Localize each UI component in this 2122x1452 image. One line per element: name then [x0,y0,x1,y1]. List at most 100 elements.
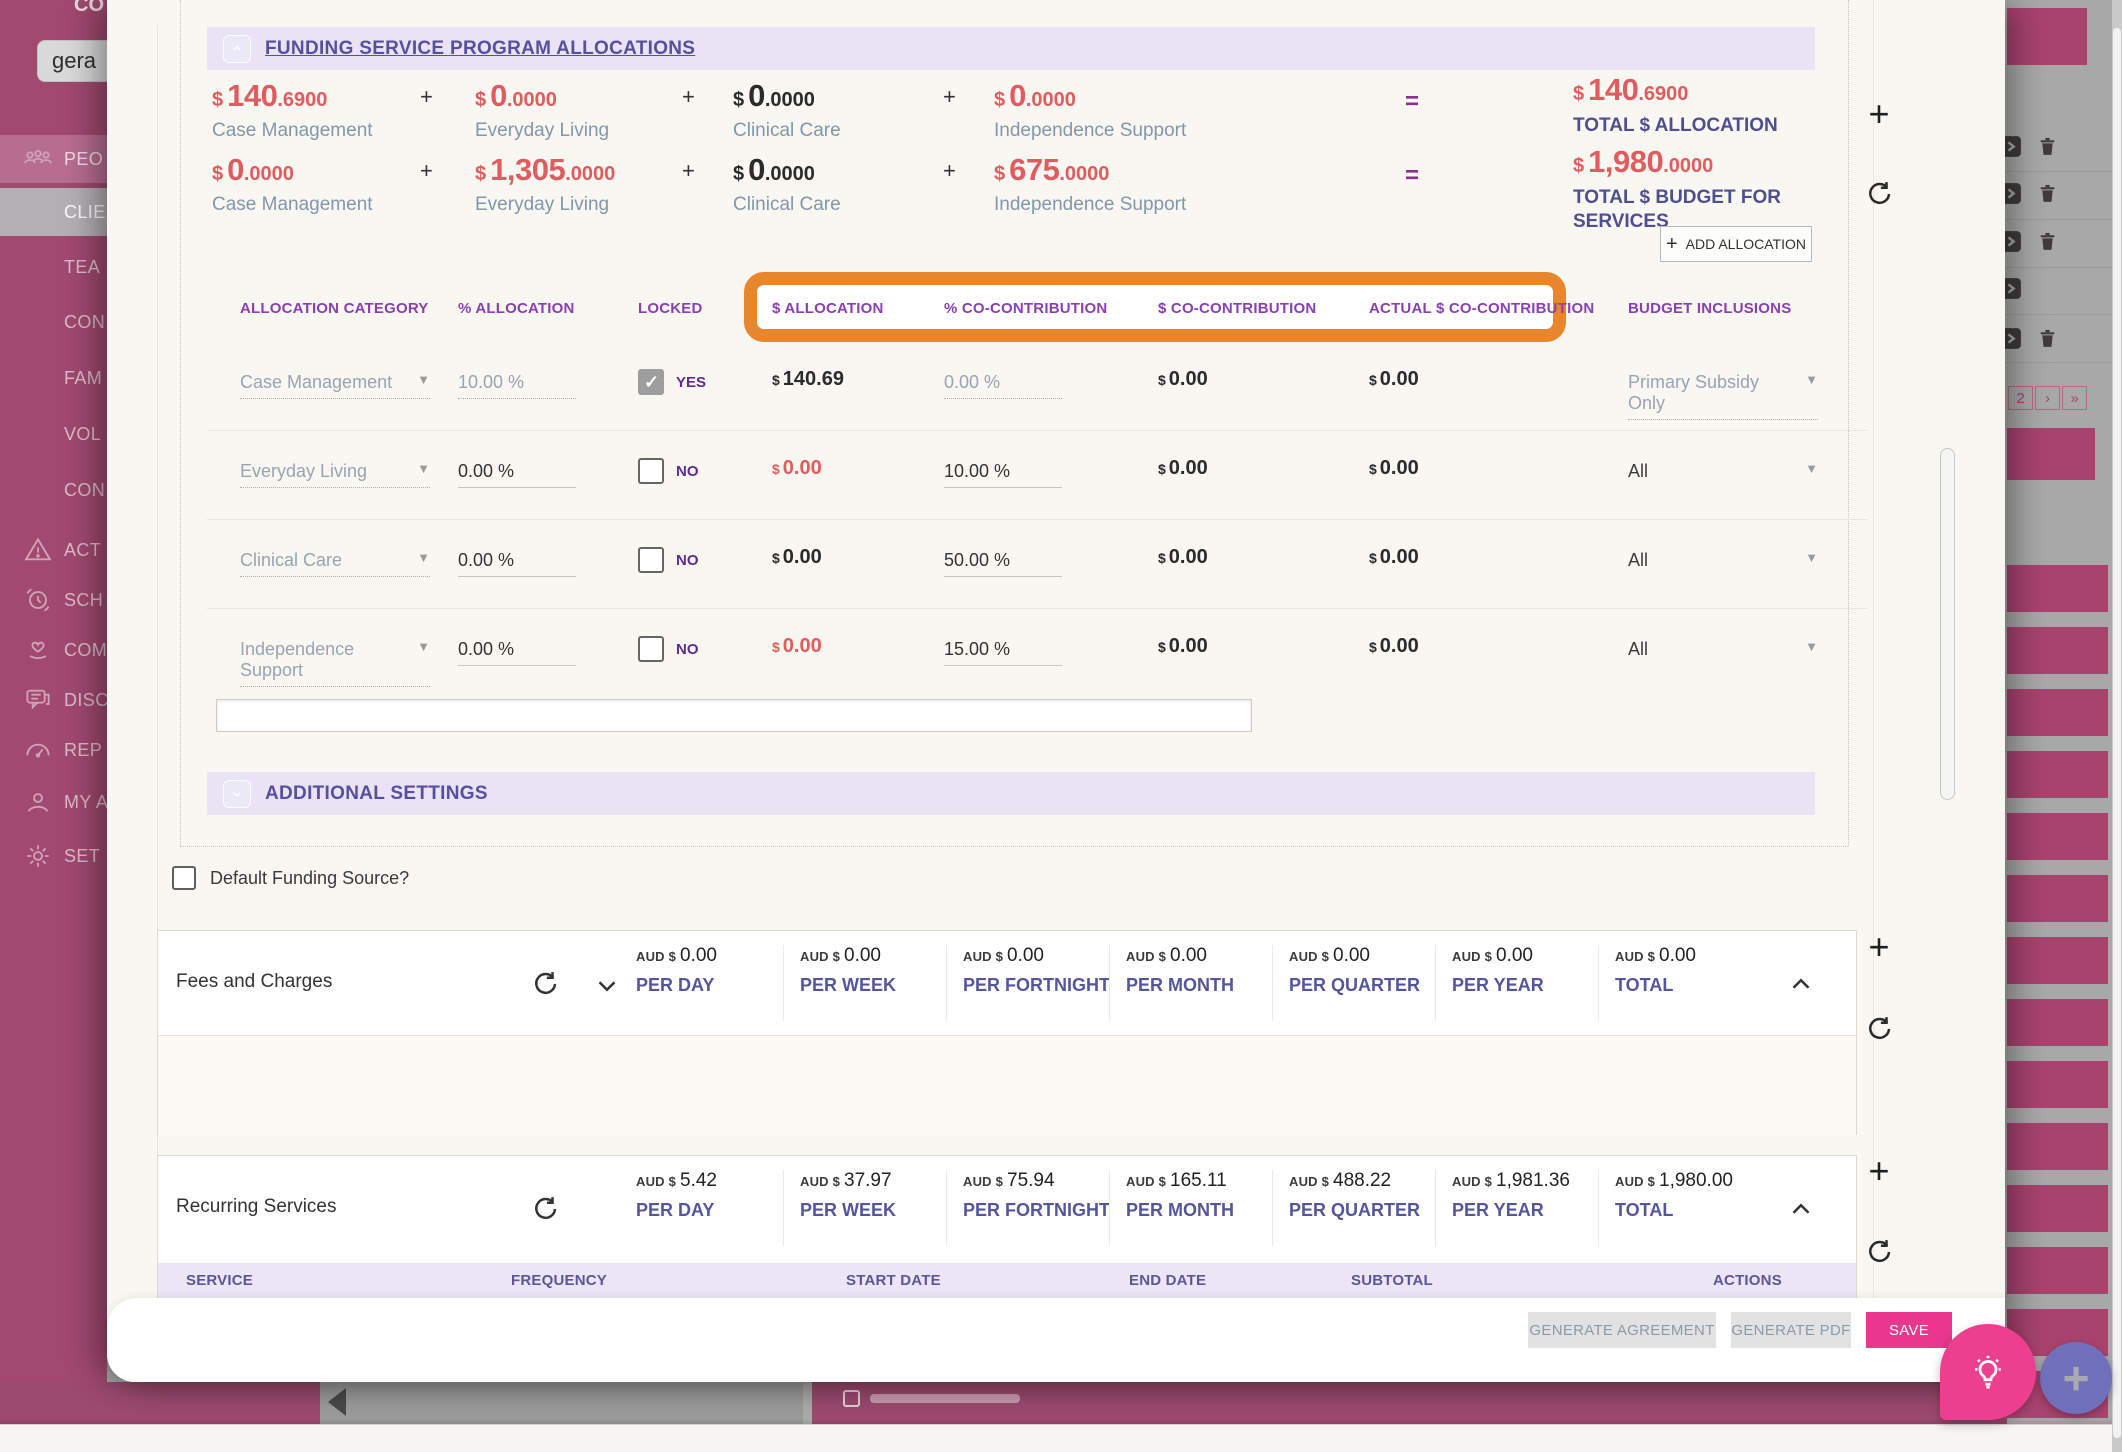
heart-hand-icon [22,634,54,666]
pagination-page-2[interactable]: 2 [2008,386,2033,410]
budget-inclusions-select[interactable]: All▼ [1628,461,1818,487]
sidebar-item-label: VOL [64,424,101,445]
funding-section-header[interactable]: FUNDING SERVICE PROGRAM ALLOCATIONS [207,27,1815,70]
add-funding-source-icon[interactable]: + [1859,94,1899,134]
refresh-icon[interactable] [1859,174,1899,214]
search-input[interactable] [37,40,107,82]
help-lightbulb-button[interactable] [1940,1324,2036,1420]
pct-co-contribution-input[interactable]: 15.00 % [944,639,1062,666]
refresh-icon[interactable] [530,969,560,999]
refresh-icon[interactable] [1859,1009,1899,1049]
default-funding-source-row[interactable]: Default Funding Source? [172,866,409,890]
sidebar-item-settings[interactable]: SET [0,832,107,880]
pagination-next[interactable]: › [2035,386,2060,410]
page-scrollbar-thumb[interactable] [2113,28,2121,1438]
pct-allocation-input[interactable]: 0.00 % [458,461,576,488]
sidebar-item-discussions[interactable]: DISC [0,676,107,724]
sidebar-item-people[interactable]: PEO [0,135,107,183]
add-allocation-button[interactable]: + ADD ALLOCATION [1660,226,1812,262]
recurring-services-panel: Recurring Services AUD $5.42 PER DAY AUD… [157,1155,1857,1298]
pct-co-contribution-input[interactable]: 0.00 % [944,372,1062,399]
default-funding-checkbox[interactable] [172,866,196,890]
refresh-icon[interactable] [530,1194,560,1224]
pct-allocation-input[interactable]: 10.00 % [458,372,576,399]
fees-total: AUD $0.00 TOTAL [1598,945,1761,1021]
trash-icon[interactable] [2035,229,2060,254]
expand-section-icon[interactable] [223,780,251,808]
page-scrollbar[interactable] [2112,0,2122,1452]
dollar-co-contribution-value: $0.00 [1158,461,1208,478]
sidebar-item-my-account[interactable]: MY A [0,778,107,826]
people-icon [22,143,54,175]
add-new-floating-button[interactable]: + [2040,1342,2112,1414]
dollar-co-contribution-value: $0.00 [1158,550,1208,567]
background-checkbox [843,1390,860,1407]
sidebar-item-community[interactable]: COM [0,626,107,674]
modal-scrollbar-thumb[interactable] [1940,448,1955,800]
sidebar-item-clients[interactable]: CLIE [0,188,107,236]
chevron-down-icon: ▼ [417,639,430,681]
sidebar-item-label: SET [64,846,100,867]
fees-panel-title: Fees and Charges [176,971,332,993]
gauge-icon [22,734,54,766]
pct-co-contribution-input[interactable]: 10.00 % [944,461,1062,488]
sidebar-item-reports[interactable]: REP [0,726,107,774]
locked-checkbox[interactable] [638,547,664,573]
budget-inclusions-select[interactable]: Primary Subsidy Only▼ [1628,372,1818,420]
sidebar-item-contacts[interactable]: CON [0,298,107,346]
fees-panel-body [158,1036,1856,1135]
sidebar-item-label: SCH [64,590,103,611]
locked-checkbox[interactable] [638,369,664,395]
category-select[interactable]: Clinical Care▼ [240,550,430,577]
sidebar-item-label: DISC [64,690,107,711]
sidebar-item-family[interactable]: FAM [0,354,107,402]
pagination-last[interactable]: » [2062,386,2087,410]
actual-co-contribution-value: $0.00 [1369,461,1419,478]
sidebar-item-label: CLIE [64,202,106,223]
chevron-up-icon[interactable] [1786,969,1816,999]
col-header-dollar-allocation: $ ALLOCATION [772,300,884,317]
sidebar-item-teams[interactable]: TEA [0,243,107,291]
sidebar-item-schedule[interactable]: SCH [0,576,107,624]
additional-settings-header[interactable]: ADDITIONAL SETTINGS [207,772,1815,815]
pct-co-contribution-input[interactable]: 50.00 % [944,550,1062,577]
pct-allocation-input[interactable]: 0.00 % [458,639,576,666]
refresh-icon[interactable] [1859,1232,1899,1272]
collapse-section-icon[interactable] [223,35,251,63]
category-select[interactable]: Everyday Living▼ [240,461,430,488]
col-header-pct-co-contribution: % CO-CONTRIBUTION [944,300,1107,317]
chevron-down-icon: ▼ [1805,639,1818,660]
trash-icon[interactable] [2035,181,2060,206]
new-allocation-input[interactable] [216,699,1252,732]
chevron-down-icon[interactable] [592,971,622,1001]
add-recurring-service-icon[interactable]: + [1859,1151,1899,1191]
discussions-icon [22,684,54,716]
allocation-sum-clinical-care: $0.0000 Clinical Care [733,78,841,142]
trash-icon[interactable] [2035,134,2060,159]
locked-checkbox[interactable] [638,636,664,662]
category-select[interactable]: Case Management▼ [240,372,430,399]
generate-agreement-button[interactable]: GENERATE AGREEMENT [1528,1312,1716,1348]
budget-inclusions-select[interactable]: All▼ [1628,639,1818,665]
sidebar-item-activities[interactable]: ACT [0,526,107,574]
budget-inclusions-select[interactable]: All▼ [1628,550,1818,576]
save-button[interactable]: SAVE [1866,1312,1952,1348]
recurring-per-week: AUD $37.97 PER WEEK [783,1170,946,1246]
fees-per-year: AUD $0.00 PER YEAR [1435,945,1598,1021]
recurring-total: AUD $1,980.00 TOTAL [1598,1170,1761,1246]
chevron-up-icon[interactable] [1786,1194,1816,1224]
generate-pdf-button[interactable]: GENERATE PDF [1731,1312,1851,1348]
recurring-panel-title: Recurring Services [176,1196,337,1218]
category-select[interactable]: Independence Support▼ [240,639,430,687]
trash-icon[interactable] [2035,326,2060,351]
sidebar-item-volunteers[interactable]: VOL [0,410,107,458]
funding-source-modal: FUNDING SERVICE PROGRAM ALLOCATIONS $140… [107,0,2005,1382]
pct-allocation-input[interactable]: 0.00 % [458,550,576,577]
budget-sum-independence-support: $675.0000 Independence Support [994,152,1186,216]
locked-checkbox[interactable] [638,458,664,484]
sidebar-item-contractors[interactable]: CON [0,466,107,514]
collapse-left-arrow-icon[interactable] [328,1388,346,1416]
add-fee-icon[interactable]: + [1859,927,1899,967]
funding-section-title[interactable]: FUNDING SERVICE PROGRAM ALLOCATIONS [265,38,695,60]
additional-settings-title: ADDITIONAL SETTINGS [265,783,488,805]
